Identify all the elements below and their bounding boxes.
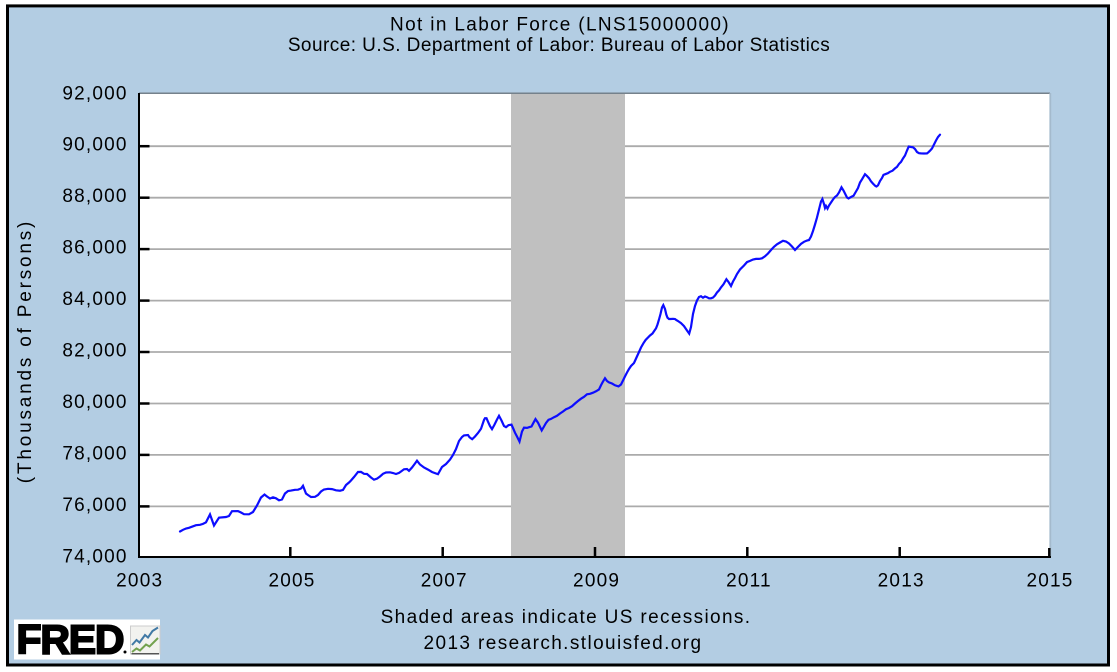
svg-text:2013: 2013	[878, 571, 925, 592]
svg-text:88,000: 88,000	[62, 186, 127, 207]
svg-text:Source: U.S. Department of Lab: Source: U.S. Department of Labor: Bureau…	[288, 35, 830, 56]
svg-text:84,000: 84,000	[62, 289, 127, 310]
svg-text:2003: 2003	[116, 571, 163, 592]
svg-text:FRED: FRED	[17, 617, 124, 663]
svg-text:74,000: 74,000	[62, 546, 127, 567]
svg-text:2009: 2009	[573, 571, 620, 592]
svg-text:80,000: 80,000	[62, 392, 127, 413]
svg-text:2005: 2005	[268, 571, 315, 592]
svg-text:78,000: 78,000	[62, 443, 127, 464]
svg-text:82,000: 82,000	[62, 341, 127, 362]
svg-text:(Thousands of Persons): (Thousands of Persons)	[15, 219, 36, 483]
svg-text:2007: 2007	[421, 571, 468, 592]
svg-text:2013 research.stlouisfed.org: 2013 research.stlouisfed.org	[424, 633, 703, 654]
svg-text:2011: 2011	[726, 571, 772, 592]
svg-text:76,000: 76,000	[62, 495, 127, 516]
svg-text:2015: 2015	[1026, 571, 1073, 592]
svg-text:Not in Labor Force (LNS1500000: Not in Labor Force (LNS15000000)	[390, 15, 730, 36]
svg-text:92,000: 92,000	[62, 83, 127, 104]
svg-text:86,000: 86,000	[62, 238, 127, 259]
svg-text:90,000: 90,000	[62, 135, 127, 156]
svg-text:Shaded areas indicate US reces: Shaded areas indicate US recessions.	[381, 607, 752, 628]
